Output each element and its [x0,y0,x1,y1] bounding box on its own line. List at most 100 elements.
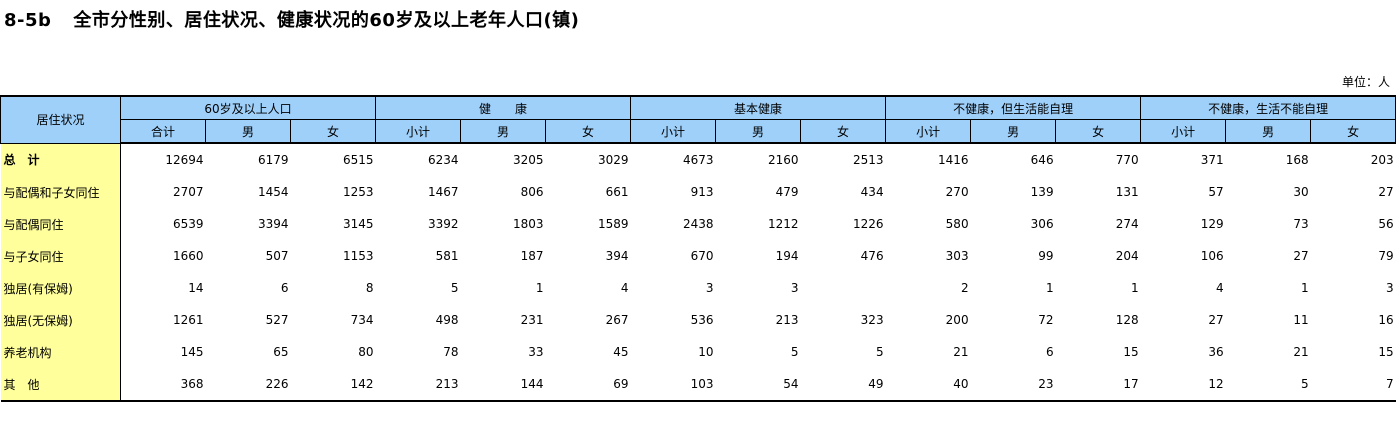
table-cell: 1 [461,272,546,304]
table-cell: 27 [1141,304,1226,336]
row-label: 与配偶同住 [1,208,121,240]
table-cell: 368 [121,368,206,401]
table-cell: 1467 [376,176,461,208]
column-sub-header: 小计 [376,120,461,144]
table-cell: 16 [1311,304,1396,336]
table-cell: 3205 [461,143,546,176]
table-row: 与子女同住 1660 507 1153 581 187 394 670 194 476 303 99 2… [1,240,1396,272]
table-cell: 1 [1056,272,1141,304]
table-cell: 36 [1141,336,1226,368]
page-title: 8-5b 全市分性别、居住状况、健康状况的60岁及以上老年人口(镇) [4,6,579,32]
table-cell: 476 [801,240,886,272]
table-cell: 323 [801,304,886,336]
row-label: 与配偶和子女同住 [1,176,121,208]
table-cell: 106 [1141,240,1226,272]
table-cell: 54 [716,368,801,401]
table-cell: 12 [1141,368,1226,401]
table-cell: 69 [546,368,631,401]
table-cell: 2707 [121,176,206,208]
table-cell: 3 [631,272,716,304]
table-cell: 139 [971,176,1056,208]
table-row: 独居(有保姆) 14 6 8 5 1 4 3 3 2 1 1 4 1 3 [1,272,1396,304]
column-sub-header: 女 [1311,120,1396,144]
table-cell: 580 [886,208,971,240]
table-cell: 6515 [291,143,376,176]
column-sub-header: 男 [206,120,291,144]
table-cell: 1589 [546,208,631,240]
table-cell: 200 [886,304,971,336]
table-cell: 65 [206,336,291,368]
column-sub-header: 男 [461,120,546,144]
table-cell: 142 [291,368,376,401]
table-cell: 1416 [886,143,971,176]
table-cell: 4 [1141,272,1226,304]
column-sub-header: 合计 [121,120,206,144]
row-label: 独居(无保姆) [1,304,121,336]
table-cell: 226 [206,368,291,401]
row-label: 独居(有保姆) [1,272,121,304]
row-header: 居住状况 [1,96,121,143]
table-row: 养老机构 145 65 80 78 33 45 10 5 5 21 6 15 36 21 15 [1,336,1396,368]
table-cell: 6179 [206,143,291,176]
table-cell: 507 [206,240,291,272]
table-cell [801,272,886,304]
table-cell: 7 [1311,368,1396,401]
table-cell: 79 [1311,240,1396,272]
column-group-header: 健 康 [376,96,631,120]
table-cell: 5 [376,272,461,304]
table-code: 8-5b [4,10,51,31]
column-group-header: 不健康，生活不能自理 [1141,96,1396,120]
table-cell: 128 [1056,304,1141,336]
table-cell: 11 [1226,304,1311,336]
table-cell: 371 [1141,143,1226,176]
column-group-header: 基本健康 [631,96,886,120]
table-cell: 3394 [206,208,291,240]
table-cell: 49 [801,368,886,401]
column-sub-header: 女 [801,120,886,144]
table-cell: 1 [1226,272,1311,304]
table-cell: 40 [886,368,971,401]
table-cell: 80 [291,336,376,368]
table-cell: 913 [631,176,716,208]
table-cell: 394 [546,240,631,272]
table-cell: 57 [1141,176,1226,208]
header-sub-row: 合计男女小计男女小计男女小计男女小计男女 [1,120,1396,144]
table-cell: 204 [1056,240,1141,272]
table-cell: 144 [461,368,546,401]
table-cell: 581 [376,240,461,272]
table-cell: 2 [886,272,971,304]
column-sub-header: 女 [1056,120,1141,144]
column-sub-header: 小计 [631,120,716,144]
table-cell: 3392 [376,208,461,240]
row-label: 与子女同住 [1,240,121,272]
table-cell: 1803 [461,208,546,240]
column-sub-header: 女 [291,120,376,144]
table-cell: 267 [546,304,631,336]
table-cell: 527 [206,304,291,336]
table-cell: 6 [971,336,1056,368]
table-cell: 203 [1311,143,1396,176]
table-cell: 6234 [376,143,461,176]
table-cell: 1454 [206,176,291,208]
table-cell: 5 [716,336,801,368]
table-cell: 1 [971,272,1056,304]
table-cell: 56 [1311,208,1396,240]
table-cell: 103 [631,368,716,401]
table-cell: 72 [971,304,1056,336]
table-cell: 78 [376,336,461,368]
table-cell: 6539 [121,208,206,240]
table-cell: 3 [716,272,801,304]
row-label: 养老机构 [1,336,121,368]
table-cell: 15 [1056,336,1141,368]
column-sub-header: 男 [1226,120,1311,144]
table-cell: 5 [1226,368,1311,401]
table-cell: 536 [631,304,716,336]
table-cell: 99 [971,240,1056,272]
table-cell: 770 [1056,143,1141,176]
table-cell: 14 [121,272,206,304]
table-cell: 187 [461,240,546,272]
table-cell: 2438 [631,208,716,240]
column-sub-header: 小计 [886,120,971,144]
table-cell: 45 [546,336,631,368]
table-cell: 73 [1226,208,1311,240]
